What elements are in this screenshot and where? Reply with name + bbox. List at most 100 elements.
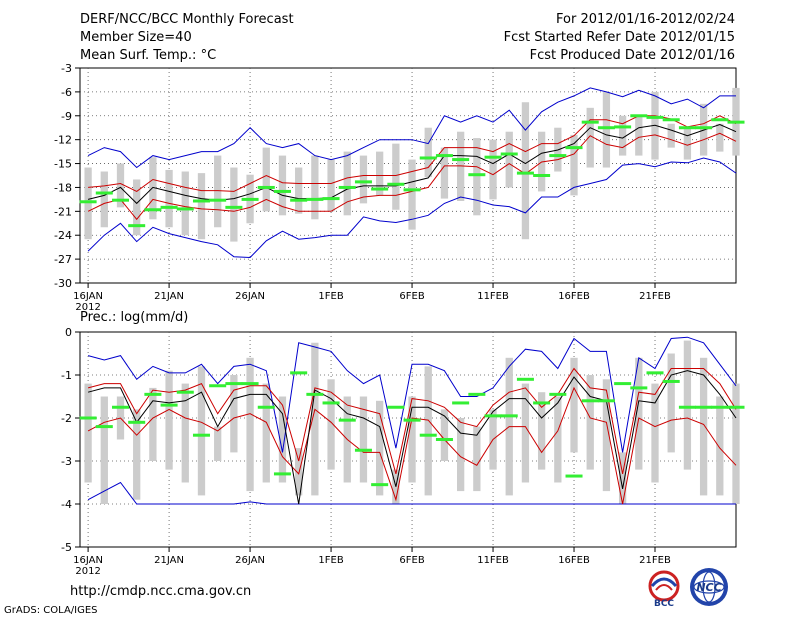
ensemble-box xyxy=(521,102,530,240)
max-line xyxy=(87,87,736,169)
ensemble-box xyxy=(262,147,270,212)
ensemble-box xyxy=(181,171,189,236)
ensemble-box xyxy=(295,167,303,214)
ensemble-box xyxy=(667,123,675,148)
observed-mark xyxy=(79,416,97,420)
observed-mark xyxy=(225,382,243,386)
ensemble-box xyxy=(570,134,578,196)
ensemble-box xyxy=(440,409,449,461)
ensemble-box xyxy=(602,91,611,168)
observed-mark xyxy=(192,433,210,437)
observed-mark xyxy=(678,405,696,409)
ensemble-box xyxy=(392,143,400,210)
y-tick-label: -3 xyxy=(61,62,72,75)
observed-mark xyxy=(306,392,324,396)
ensemble-mean-line xyxy=(87,370,737,505)
ensemble-box xyxy=(586,375,594,470)
ensemble-box xyxy=(359,396,368,483)
observed-mark xyxy=(500,414,518,418)
observed-mark xyxy=(727,120,745,124)
observed-mark xyxy=(306,197,324,201)
observed-mark xyxy=(257,405,275,409)
x-tick-label: 26JAN xyxy=(235,555,265,566)
ensemble-box xyxy=(456,418,465,492)
x-tick-label: 6FEB xyxy=(399,555,424,566)
ensemble-box xyxy=(651,383,659,483)
y-tick-label: -30 xyxy=(54,277,72,290)
observed-mark xyxy=(322,197,340,201)
observed-mark xyxy=(111,198,129,202)
observed-mark xyxy=(257,185,275,189)
y-tick-label: -3 xyxy=(61,455,72,468)
ensemble-box xyxy=(100,171,108,228)
source-url[interactable]: http://cmdp.ncc.cma.gov.cn xyxy=(70,584,252,599)
y-tick-label: -2 xyxy=(61,412,72,425)
observed-mark xyxy=(711,118,729,122)
member-size-label: Member Size=40 xyxy=(80,30,192,45)
observed-mark xyxy=(273,472,291,476)
x-tick-label: 16FEB xyxy=(558,555,590,566)
observed-mark xyxy=(614,382,632,386)
ensemble-box xyxy=(602,379,611,492)
observed-mark xyxy=(371,483,389,487)
observed-mark xyxy=(581,120,599,124)
ensemble-box xyxy=(133,179,141,236)
ensemble-box xyxy=(408,396,416,483)
y-tick-label: -12 xyxy=(54,134,72,147)
ensemble-box xyxy=(554,396,562,483)
observed-mark xyxy=(727,405,745,409)
ensemble-box xyxy=(683,340,692,470)
observed-mark xyxy=(419,433,437,437)
y-tick-label: 0 xyxy=(65,326,72,339)
observed-mark xyxy=(225,205,243,209)
ensemble-box xyxy=(214,155,222,228)
ensemble-box xyxy=(295,448,303,496)
min-line xyxy=(87,157,737,259)
prec-panel-title: Prec.: log(mm/d) xyxy=(80,310,189,325)
observed-mark xyxy=(192,199,210,203)
observed-mark xyxy=(338,418,356,422)
observed-mark xyxy=(662,379,680,383)
x-tick-label: 16FEB xyxy=(558,291,590,302)
x-tick-label: 21FEB xyxy=(639,555,671,566)
ensemble-box xyxy=(473,426,481,492)
ensemble-box xyxy=(327,379,335,470)
observed-mark xyxy=(565,146,583,150)
ensemble-box xyxy=(537,392,546,470)
observed-mark xyxy=(630,386,648,390)
ensemble-box xyxy=(440,147,449,199)
observed-mark xyxy=(565,474,583,478)
observed-mark xyxy=(484,155,502,159)
ensemble-box xyxy=(262,383,270,483)
observed-mark xyxy=(160,403,178,407)
x-year-label: 2012 xyxy=(75,566,100,577)
ensemble-box xyxy=(424,127,432,178)
ensemble-box xyxy=(408,159,416,230)
observed-mark xyxy=(452,158,470,162)
ensemble-box xyxy=(278,396,287,483)
observed-mark xyxy=(290,371,308,375)
observed-mark xyxy=(533,174,551,177)
y-tick-label: -24 xyxy=(54,229,72,242)
ensemble-box xyxy=(586,107,594,168)
x-tick-label: 21FEB xyxy=(639,291,671,302)
observed-mark xyxy=(533,401,551,405)
observed-mark xyxy=(241,197,259,201)
y-tick-label: -6 xyxy=(61,86,72,99)
y-tick-label: -4 xyxy=(61,498,72,511)
observed-mark xyxy=(354,448,372,452)
ensemble-box xyxy=(732,383,740,504)
x-tick-label: 6FEB xyxy=(399,291,424,302)
temp-panel-title: Mean Surf. Temp.: °C xyxy=(80,48,217,63)
observed-mark xyxy=(484,414,502,418)
x-tick-label: 16JAN xyxy=(73,291,103,302)
observed-mark xyxy=(468,173,486,177)
ensemble-box xyxy=(359,155,368,204)
panel-frame xyxy=(79,67,737,284)
observed-mark xyxy=(144,208,162,212)
ensemble-box xyxy=(84,167,92,240)
x-tick-label: 11FEB xyxy=(477,555,509,566)
observed-mark xyxy=(290,198,308,202)
observed-mark xyxy=(128,420,146,424)
observed-mark xyxy=(695,405,713,409)
